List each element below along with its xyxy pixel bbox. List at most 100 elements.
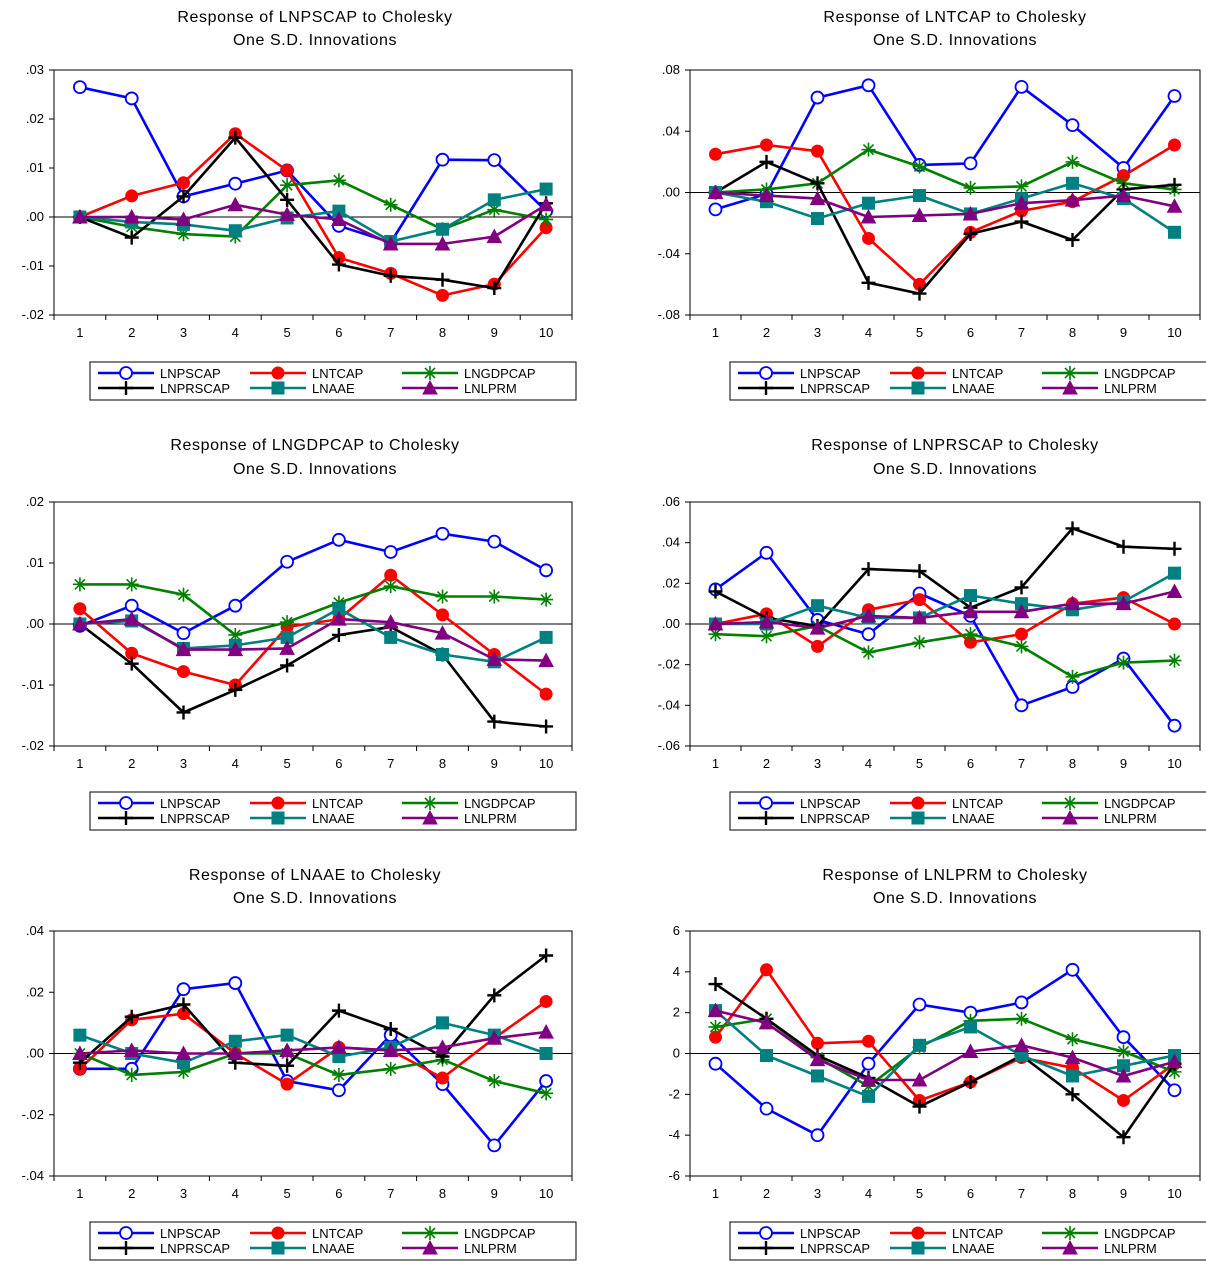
- data-point: [124, 1067, 139, 1082]
- legend-item-lnlprm: LNLPRM: [1042, 1239, 1157, 1256]
- legend-marker: [1062, 809, 1078, 825]
- x-tick-label: 3: [814, 325, 821, 340]
- data-point: [963, 180, 978, 195]
- chart-subtitle: One S.D. Innovations: [233, 461, 397, 478]
- legend-marker: [1063, 796, 1077, 810]
- y-tick-label: .00: [26, 616, 44, 631]
- x-tick-label: 8: [1069, 756, 1076, 771]
- legend-item-lnpscap: LNPSCAP: [98, 796, 221, 811]
- legend-marker: [423, 366, 437, 380]
- chart-title: Response of LNGDPCAP to Cholesky: [170, 437, 459, 454]
- legend: LNPSCAP LNTCAP LNGDPCAP LNPRSCAP LNAAE LNLPRM: [729, 1221, 1206, 1261]
- legend-marker: [911, 796, 925, 810]
- x-tick-label: 5: [916, 1186, 923, 1201]
- data-point: [228, 598, 243, 613]
- series-line-lnlprm: [715, 1009, 1175, 1082]
- x-tick-label: 6: [335, 756, 342, 771]
- series-line-lnprscap: [714, 527, 1175, 628]
- data-point: [810, 176, 825, 191]
- legend-label: LNAAE: [312, 381, 355, 396]
- legend-item-lnlprm: LNLPRM: [402, 1239, 517, 1256]
- series-lnlprm: [707, 184, 1183, 224]
- legend-marker: [119, 381, 133, 395]
- data-point: [123, 1042, 140, 1057]
- x-tick-label: 5: [283, 1186, 290, 1201]
- legend-item-lngdpcap: LNGDPCAP: [1042, 366, 1176, 381]
- legend-marker: [119, 1226, 133, 1240]
- legend-label: LNLPRM: [1104, 811, 1157, 826]
- data-point: [177, 176, 190, 190]
- series-line-lnprscap: [79, 622, 547, 728]
- legend-label: LNTCAP: [312, 366, 363, 381]
- data-point: [861, 142, 876, 157]
- data-point: [1065, 232, 1080, 247]
- data-point: [73, 1028, 87, 1042]
- y-tick-label: 0: [673, 1046, 680, 1061]
- data-point: [1065, 962, 1080, 977]
- x-tick-label: 1: [76, 325, 83, 340]
- data-point: [538, 652, 554, 668]
- data-point: [810, 1128, 825, 1143]
- x-tick-label: 3: [180, 325, 187, 340]
- series-lnlprm: [72, 611, 554, 668]
- data-point: [912, 635, 927, 650]
- data-point: [860, 208, 877, 224]
- y-tick-label: -.04: [658, 246, 680, 261]
- data-point: [809, 1051, 826, 1067]
- y-tick-label: .04: [662, 123, 680, 138]
- data-point: [487, 1074, 502, 1089]
- data-point: [861, 562, 876, 577]
- x-tick-label: 6: [335, 325, 342, 340]
- legend-label: LNLPRM: [1104, 381, 1157, 396]
- data-point: [228, 130, 243, 145]
- data-point: [1014, 79, 1029, 94]
- x-tick-label: 6: [967, 756, 974, 771]
- data-point: [1014, 1011, 1029, 1026]
- data-point: [487, 281, 502, 296]
- y-tick-label: .08: [662, 62, 680, 77]
- data-point: [860, 1071, 877, 1087]
- data-point: [72, 615, 88, 631]
- series-lnprscap: [708, 521, 1182, 634]
- data-point: [280, 1077, 294, 1091]
- data-point: [436, 1071, 449, 1085]
- data-point: [759, 545, 774, 560]
- data-point: [963, 226, 978, 241]
- legend-item-lnprscap: LNPRSCAP: [98, 811, 230, 826]
- data-point: [707, 184, 724, 199]
- data-point: [707, 615, 724, 631]
- legend-item-lngdpcap: LNGDPCAP: [1042, 796, 1176, 811]
- data-point: [434, 235, 451, 251]
- legend-item-lnlprm: LNLPRM: [402, 379, 517, 396]
- data-point: [279, 1042, 295, 1057]
- legend-label: LNPRSCAP: [800, 381, 870, 396]
- data-point: [279, 206, 295, 222]
- data-point: [708, 584, 723, 599]
- series-line-lngdpcap: [715, 624, 1175, 679]
- series-lnaae: [709, 1004, 1181, 1103]
- y-tick-label: -.02: [22, 307, 44, 322]
- data-point: [228, 682, 243, 697]
- legend-item-lngdpcap: LNGDPCAP: [402, 366, 536, 381]
- data-point: [862, 231, 875, 245]
- data-point: [73, 80, 87, 95]
- data-point: [279, 640, 295, 655]
- data-point: [811, 144, 824, 158]
- chart-panel-1: Response of LNPSCAP to Cholesky One S.D. …: [22, 9, 577, 401]
- legend-marker: [1062, 379, 1078, 395]
- data-point: [708, 977, 723, 992]
- data-point: [911, 207, 928, 222]
- data-point: [911, 1071, 928, 1087]
- data-point: [809, 620, 826, 635]
- series-lngdpcap: [708, 619, 1182, 684]
- y-tick-label: .04: [26, 923, 44, 938]
- series-lnlprm: [707, 583, 1183, 635]
- legend-item-lnlprm: LNLPRM: [1042, 379, 1157, 396]
- y-tick-label: .00: [662, 185, 680, 200]
- chart-title: Response of LNPSCAP to Cholesky: [177, 9, 452, 26]
- legend-item-lntcap: LNTCAP: [250, 1226, 363, 1241]
- data-point: [331, 532, 346, 547]
- series-line-lnaae: [715, 572, 1176, 626]
- data-point: [861, 645, 876, 660]
- series-line-lnpscap: [714, 551, 1176, 727]
